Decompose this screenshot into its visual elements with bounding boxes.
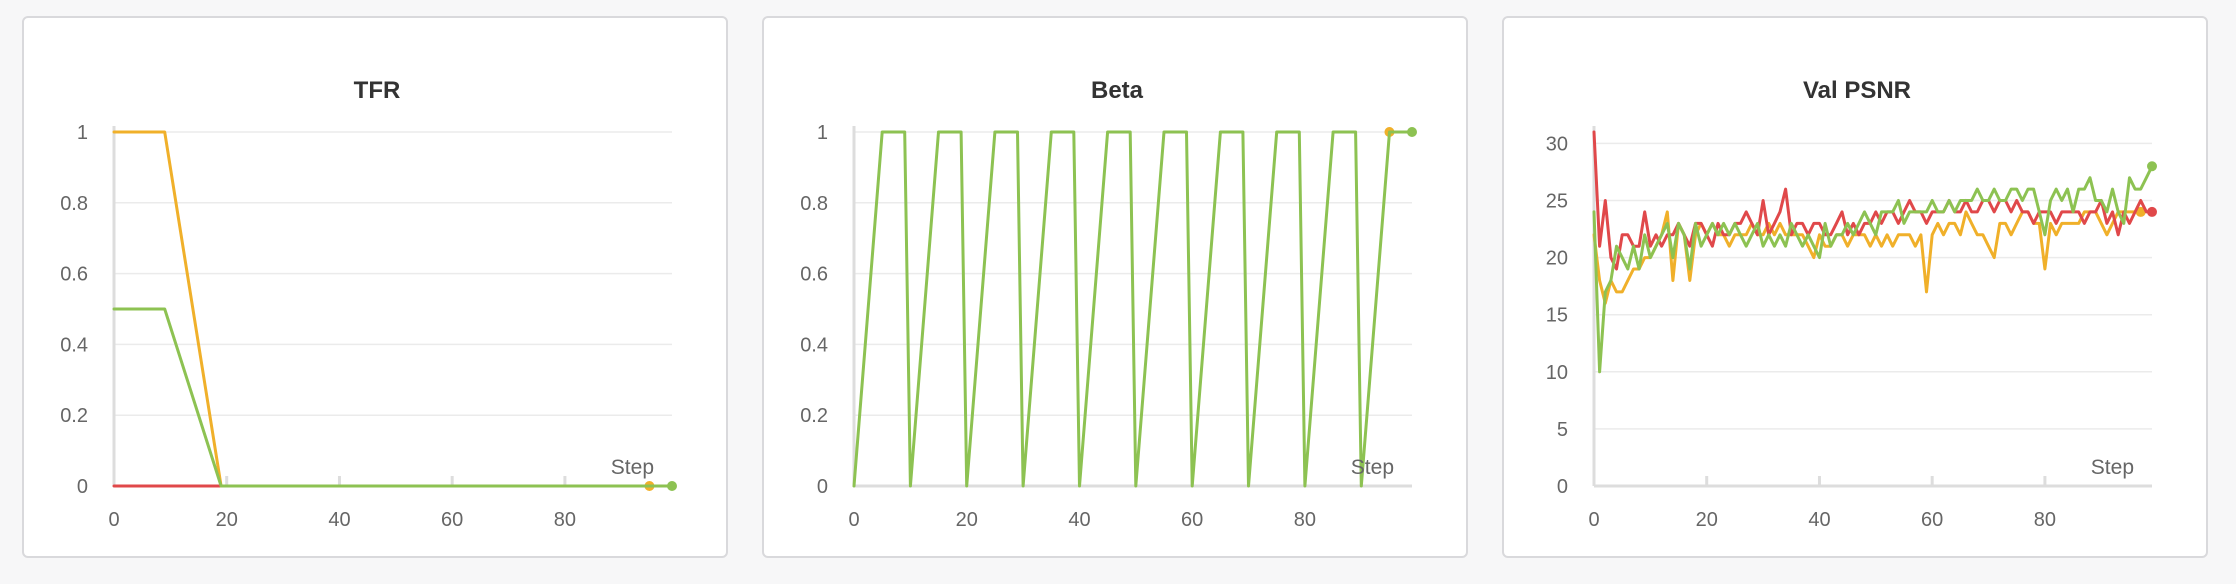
y-tick-label: 30 <box>1546 133 1568 155</box>
x-tick-label: 40 <box>328 509 350 531</box>
series-end-point <box>667 481 677 491</box>
series-line-2 <box>1592 164 2154 374</box>
series-end-point <box>2147 206 2157 217</box>
chart-title: Val PSNR <box>1803 77 1911 104</box>
y-tick-label: 0.2 <box>60 405 88 427</box>
series-lines <box>852 127 1417 488</box>
series-lines <box>1592 130 2157 374</box>
series-end-point <box>1407 127 1417 137</box>
chart-title: Beta <box>1091 77 1144 104</box>
x-tick-label: 0 <box>1588 509 1599 531</box>
y-tick-label: 0 <box>77 476 88 498</box>
y-tick-label: 0.2 <box>800 405 828 427</box>
x-tick-labels: 0 20 40 60 80 <box>848 509 1316 531</box>
series-line-1 <box>1592 130 2154 271</box>
y-tick-labels: 0 5 10 15 20 25 30 <box>1546 133 1568 498</box>
axes <box>112 126 672 488</box>
x-tick-label: 60 <box>441 509 463 531</box>
series-line-2 <box>112 307 674 488</box>
chart-panel-tfr: TFR 0 0.2 0.4 0.6 0.8 1 0 20 40 60 80 Step <box>22 16 728 558</box>
y-tick-label: 15 <box>1546 305 1568 327</box>
x-tick-label: 60 <box>1921 509 1943 531</box>
series-end-point <box>2147 161 2157 172</box>
series-line-1 <box>852 130 1414 488</box>
y-tick-label: 10 <box>1546 362 1568 384</box>
y-tick-label: 20 <box>1546 248 1568 270</box>
x-tick-label: 80 <box>1294 509 1316 531</box>
x-tick-label: 40 <box>1808 509 1830 531</box>
x-tick-label: 60 <box>1181 509 1203 531</box>
y-tick-labels: 0 0.2 0.4 0.6 0.8 1 <box>60 122 88 498</box>
x-tick-label: 80 <box>2034 509 2056 531</box>
y-tick-label: 5 <box>1557 419 1568 441</box>
series-line-1 <box>112 130 651 488</box>
axes <box>1592 126 2152 488</box>
x-tick-label: 40 <box>1068 509 1090 531</box>
y-tick-labels: 0 0.2 0.4 0.6 0.8 1 <box>800 122 828 498</box>
x-tick-labels: 0 20 40 60 80 <box>108 509 576 531</box>
x-axis-title: Step <box>2091 456 2134 479</box>
y-tick-label: 25 <box>1546 191 1568 213</box>
series-end-point <box>2135 206 2146 217</box>
y-tick-label: 1 <box>77 122 88 144</box>
x-axis-title: Step <box>611 456 654 479</box>
x-tick-label: 0 <box>848 509 859 531</box>
y-tick-label: 0.4 <box>800 334 828 356</box>
y-tick-label: 1 <box>817 122 828 144</box>
x-tick-labels: 0 20 40 60 80 <box>1588 509 2056 531</box>
y-tick-label: 0.8 <box>60 193 88 215</box>
chart-panel-val-psnr: Val PSNR 0 5 10 15 20 25 30 0 20 40 60 80 Step <box>1502 16 2208 558</box>
y-tick-label: 0 <box>817 476 828 498</box>
y-tick-label: 0.6 <box>800 264 828 286</box>
x-tick-label: 20 <box>216 509 238 531</box>
chart-panel-beta: Beta 0 0.2 0.4 0.6 0.8 1 0 20 40 60 80 Step <box>762 16 1468 558</box>
y-tick-label: 0.6 <box>60 264 88 286</box>
series-lines <box>112 130 677 491</box>
x-axis-title: Step <box>1351 456 1394 479</box>
x-tick-label: 20 <box>1696 509 1718 531</box>
y-tick-label: 0.8 <box>800 193 828 215</box>
chart-svg-beta: Beta 0 0.2 0.4 0.6 0.8 1 0 20 40 60 80 Step <box>800 77 1417 531</box>
x-tick-label: 20 <box>956 509 978 531</box>
x-tick-label: 0 <box>108 509 119 531</box>
chart-svg-tfr: TFR 0 0.2 0.4 0.6 0.8 1 0 20 40 60 80 Step <box>60 77 677 531</box>
gridlines <box>114 131 672 487</box>
chart-svg-val-psnr: Val PSNR 0 5 10 15 20 25 30 0 20 40 60 80 Step <box>1546 77 2157 531</box>
y-tick-label: 0 <box>1557 476 1568 498</box>
x-tick-label: 80 <box>554 509 576 531</box>
chart-title: TFR <box>354 77 401 104</box>
y-tick-label: 0.4 <box>60 334 88 356</box>
